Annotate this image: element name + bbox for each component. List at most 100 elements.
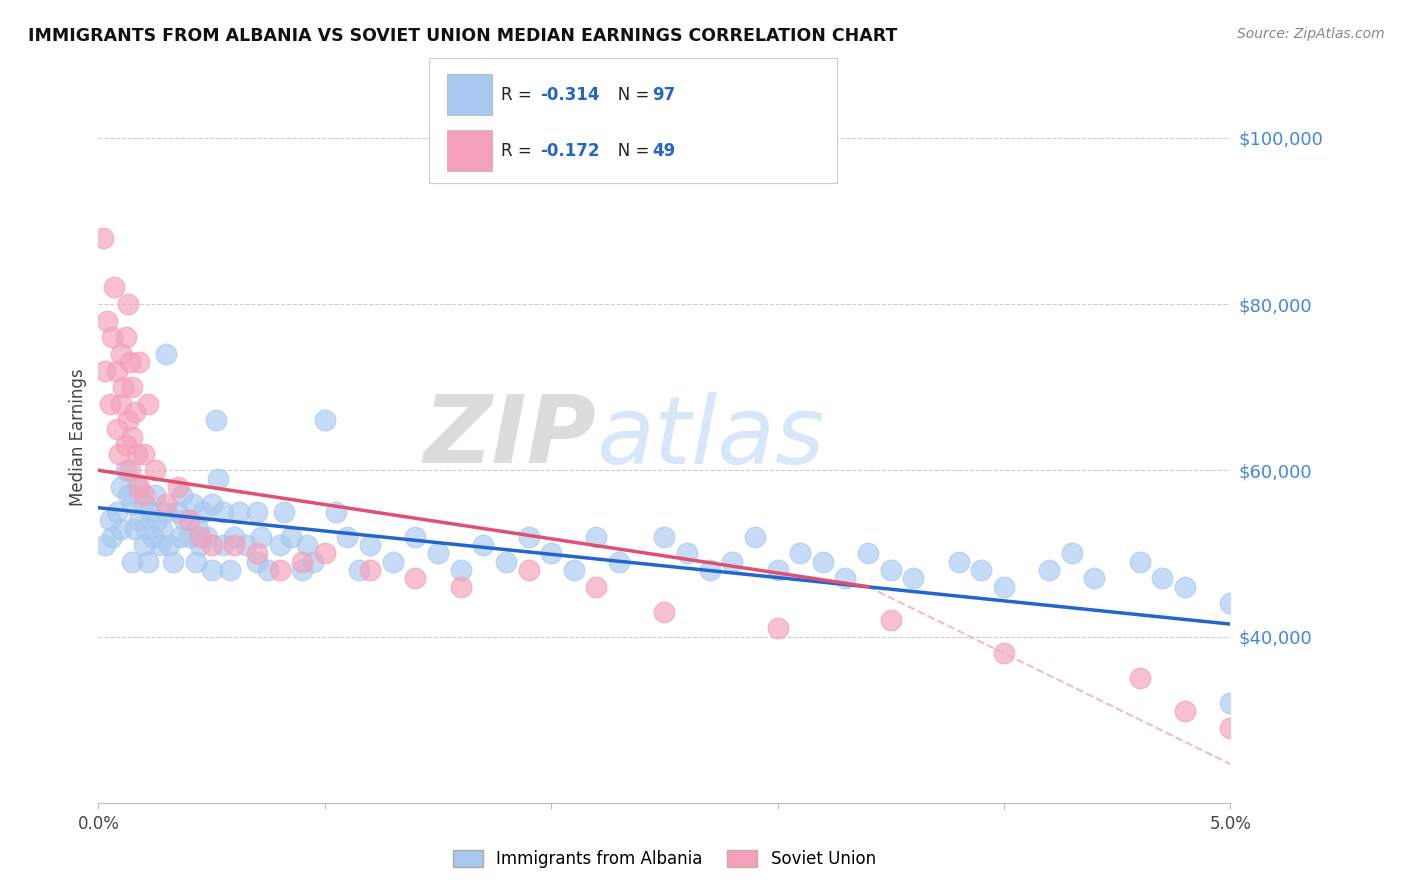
Point	[124, 405, 146, 419]
Point	[246, 555, 269, 569]
Point	[291, 555, 314, 569]
Point	[676, 546, 699, 560]
Point	[228, 505, 250, 519]
Point	[404, 571, 426, 585]
Point	[427, 546, 450, 560]
Text: ZIP: ZIP	[423, 391, 596, 483]
Point	[359, 563, 381, 577]
Point	[112, 380, 135, 394]
Point	[246, 546, 269, 560]
Point	[188, 538, 211, 552]
Point	[993, 646, 1015, 660]
Point	[142, 530, 165, 544]
Point	[359, 538, 381, 552]
Point	[162, 555, 184, 569]
Point	[183, 497, 205, 511]
Point	[121, 497, 143, 511]
Point	[117, 413, 139, 427]
Point	[325, 505, 347, 519]
Point	[150, 521, 173, 535]
Text: 97: 97	[652, 86, 676, 103]
Point	[273, 505, 295, 519]
Legend: Immigrants from Albania, Soviet Union: Immigrants from Albania, Soviet Union	[446, 844, 883, 875]
Point	[1219, 721, 1241, 735]
Point	[188, 530, 211, 544]
Text: N =: N =	[602, 86, 654, 103]
Point	[121, 380, 143, 394]
Point	[114, 438, 136, 452]
Point	[1083, 571, 1105, 585]
Point	[291, 563, 314, 577]
Point	[110, 521, 132, 535]
Point	[98, 513, 121, 527]
Point	[224, 530, 246, 544]
Point	[101, 530, 124, 544]
Point	[880, 613, 903, 627]
Point	[495, 555, 517, 569]
Point	[585, 580, 607, 594]
Point	[105, 422, 128, 436]
Point	[124, 521, 146, 535]
Point	[1129, 671, 1152, 685]
Point	[135, 521, 157, 535]
Point	[652, 530, 676, 544]
Point	[132, 488, 155, 502]
Text: IMMIGRANTS FROM ALBANIA VS SOVIET UNION MEDIAN EARNINGS CORRELATION CHART: IMMIGRANTS FROM ALBANIA VS SOVIET UNION …	[28, 27, 897, 45]
Point	[235, 538, 257, 552]
Point	[246, 505, 269, 519]
Point	[166, 480, 188, 494]
Point	[132, 538, 155, 552]
Point	[993, 580, 1015, 594]
Point	[98, 397, 121, 411]
Point	[110, 347, 132, 361]
Point	[128, 513, 150, 527]
Point	[94, 538, 117, 552]
Point	[121, 430, 143, 444]
Point	[766, 621, 789, 635]
Point	[155, 505, 177, 519]
Point	[347, 563, 370, 577]
Point	[169, 530, 191, 544]
Point	[257, 563, 280, 577]
Point	[224, 538, 246, 552]
Point	[172, 488, 194, 502]
Point	[1152, 571, 1174, 585]
Point	[1219, 596, 1241, 610]
Point	[136, 397, 159, 411]
Point	[472, 538, 495, 552]
Point	[136, 555, 159, 569]
Point	[146, 513, 169, 527]
Point	[94, 363, 117, 377]
Point	[766, 563, 789, 577]
Point	[184, 555, 207, 569]
Point	[789, 546, 811, 560]
Point	[295, 538, 318, 552]
Point	[125, 447, 148, 461]
Text: R =: R =	[501, 142, 537, 160]
Point	[903, 571, 925, 585]
Point	[96, 314, 118, 328]
Text: N =: N =	[602, 142, 654, 160]
Point	[699, 563, 721, 577]
Point	[314, 413, 336, 427]
Point	[120, 463, 142, 477]
Point	[517, 563, 540, 577]
Point	[128, 355, 150, 369]
Point	[1174, 705, 1197, 719]
Point	[269, 563, 291, 577]
Point	[970, 563, 993, 577]
Point	[721, 555, 744, 569]
Point	[1060, 546, 1083, 560]
Point	[1174, 580, 1197, 594]
Point	[173, 513, 195, 527]
Point	[187, 521, 209, 535]
Point	[105, 363, 128, 377]
Point	[1038, 563, 1060, 577]
Point	[128, 480, 150, 494]
Text: atlas: atlas	[596, 392, 825, 483]
Point	[314, 546, 336, 560]
Point	[195, 530, 218, 544]
Point	[107, 447, 129, 461]
Point	[157, 538, 180, 552]
Point	[143, 488, 166, 502]
